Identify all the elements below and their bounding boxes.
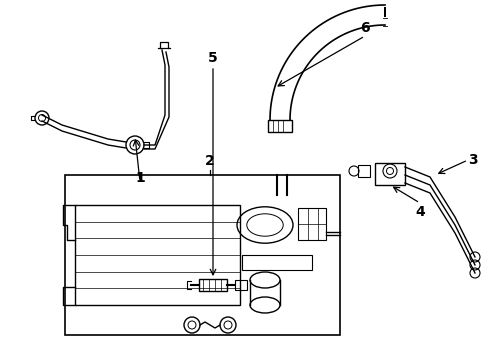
Bar: [268, 120, 292, 132]
Bar: [65, 175, 340, 335]
Text: 2: 2: [205, 154, 215, 168]
Bar: [358, 165, 370, 177]
Text: 4: 4: [415, 205, 425, 219]
Bar: [242, 255, 312, 270]
Text: 1: 1: [135, 171, 145, 185]
Bar: [235, 280, 247, 290]
Bar: [199, 279, 227, 291]
Text: 6: 6: [360, 21, 370, 35]
Text: 3: 3: [468, 153, 478, 167]
Bar: [75, 205, 240, 305]
Bar: [375, 163, 405, 185]
Text: 5: 5: [208, 51, 218, 65]
Bar: [298, 208, 326, 240]
